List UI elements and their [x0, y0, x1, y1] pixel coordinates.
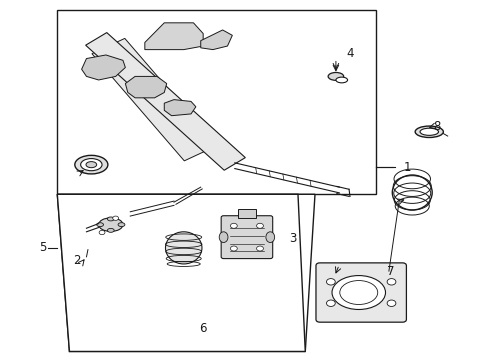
- Circle shape: [113, 216, 118, 220]
- Polygon shape: [125, 76, 166, 98]
- Ellipse shape: [81, 158, 102, 171]
- Ellipse shape: [99, 218, 122, 231]
- Ellipse shape: [219, 232, 227, 243]
- Polygon shape: [57, 194, 314, 351]
- Ellipse shape: [331, 275, 385, 310]
- Polygon shape: [85, 33, 245, 170]
- Text: 5: 5: [39, 241, 46, 255]
- Text: 1: 1: [403, 161, 410, 174]
- Ellipse shape: [165, 232, 202, 264]
- Ellipse shape: [419, 128, 438, 135]
- Circle shape: [99, 230, 105, 235]
- Polygon shape: [164, 100, 196, 116]
- Polygon shape: [144, 23, 203, 50]
- Bar: [57, 10, 375, 194]
- Ellipse shape: [75, 156, 108, 174]
- Ellipse shape: [86, 162, 97, 168]
- Polygon shape: [81, 55, 125, 80]
- FancyBboxPatch shape: [221, 216, 272, 258]
- Text: 8: 8: [432, 120, 439, 133]
- Circle shape: [386, 279, 395, 285]
- Circle shape: [326, 300, 335, 306]
- Text: 4: 4: [346, 47, 353, 60]
- Polygon shape: [92, 39, 217, 161]
- Ellipse shape: [107, 217, 114, 221]
- Text: 3: 3: [289, 233, 296, 246]
- Text: 2: 2: [73, 254, 81, 267]
- Text: 7: 7: [386, 265, 393, 278]
- Ellipse shape: [327, 72, 343, 80]
- Text: 6: 6: [199, 322, 206, 335]
- Bar: [238, 208, 255, 217]
- Ellipse shape: [118, 223, 124, 226]
- Circle shape: [230, 223, 237, 228]
- Ellipse shape: [335, 77, 347, 83]
- Polygon shape: [201, 30, 232, 50]
- Circle shape: [256, 246, 263, 251]
- Polygon shape: [57, 194, 305, 351]
- Circle shape: [386, 300, 395, 306]
- FancyBboxPatch shape: [315, 263, 406, 322]
- Ellipse shape: [414, 126, 443, 138]
- Ellipse shape: [107, 228, 114, 232]
- Circle shape: [230, 246, 237, 251]
- Circle shape: [256, 223, 263, 228]
- Ellipse shape: [97, 223, 103, 226]
- Ellipse shape: [265, 232, 274, 243]
- Circle shape: [326, 279, 335, 285]
